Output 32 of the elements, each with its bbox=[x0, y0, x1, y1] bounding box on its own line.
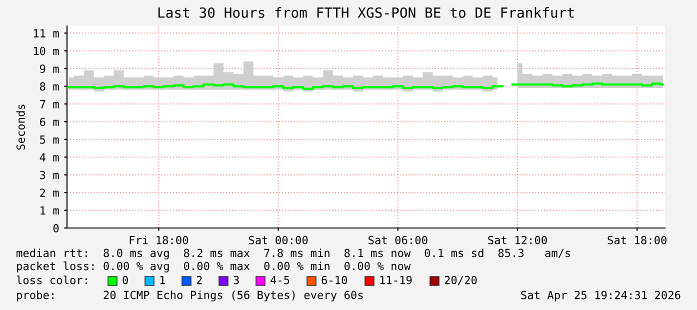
x-tick-label: Sat 06:00 bbox=[368, 236, 428, 244]
x-tick-label: Sat 00:00 bbox=[248, 236, 308, 244]
text: probe: 20 ICMP Echo Pings (56 Bytes) every 60s bbox=[17, 290, 363, 302]
y-tick-label: 9 m bbox=[40, 64, 59, 73]
chart-title: Last 30 Hours from FTTH XGS-PON BE to DE Frankfurt bbox=[158, 7, 574, 18]
text: packet loss: 0.00 % avg 0.00 % max 0.00 % min 0.00 % now bbox=[17, 262, 411, 272]
y-tick-label: 5 m bbox=[40, 136, 59, 144]
legend-label: 20/20 bbox=[444, 276, 477, 286]
x-tick-label: Sat 12:00 bbox=[488, 236, 547, 244]
y-axis-title: Seconds bbox=[16, 104, 25, 150]
x-tick-label: Fri 18:00 bbox=[130, 236, 188, 244]
legend-label: 6-10 bbox=[322, 276, 348, 284]
y-tick-label: 6 m bbox=[40, 118, 59, 126]
y-tick-label: 10 m bbox=[34, 46, 59, 56]
legend-label: 0 bbox=[122, 276, 128, 284]
legend-label: 2 bbox=[196, 276, 202, 284]
y-tick-label: 7 m bbox=[40, 100, 59, 108]
legend-label: 11-19 bbox=[380, 276, 412, 284]
y-tick-label: 11 m bbox=[34, 29, 59, 38]
legend-label: 3 bbox=[234, 276, 239, 284]
x-tick-label: Sat 18:00 bbox=[608, 236, 666, 244]
legend-label: 1 bbox=[160, 276, 165, 284]
y-tick-label: 8 m bbox=[40, 82, 59, 91]
legend-label: 4-5 bbox=[270, 276, 290, 284]
legend-title: loss color: bbox=[16, 276, 87, 284]
y-tick-label: 1 m bbox=[40, 206, 59, 215]
y-tick-label: 0 bbox=[53, 224, 59, 232]
y-tick-label: 4 m bbox=[40, 153, 59, 162]
text: median rtt: 8.0 ms avg 8.2 ms max 7.8 ms min 8.1 ms now 0.1 ms sd 85.3 am/s bbox=[16, 248, 570, 260]
y-tick-label: 2 m bbox=[40, 188, 59, 197]
y-tick-label: 3 m bbox=[40, 170, 59, 180]
text: Sat Apr 25 19:24:31 2026 bbox=[521, 290, 680, 302]
